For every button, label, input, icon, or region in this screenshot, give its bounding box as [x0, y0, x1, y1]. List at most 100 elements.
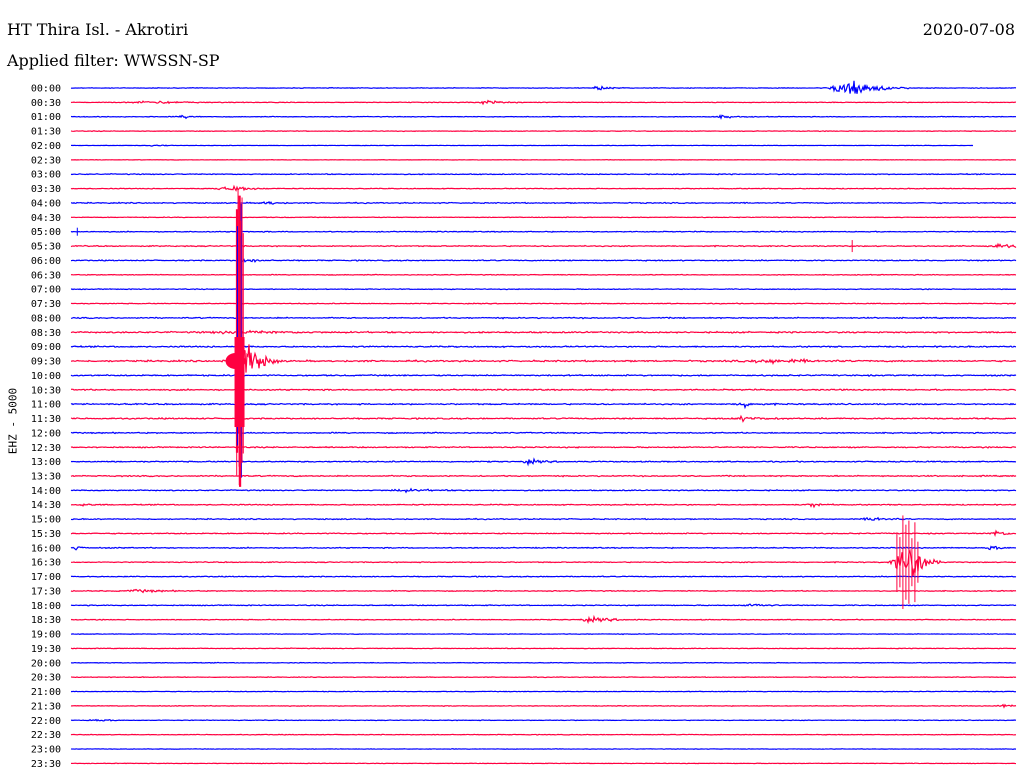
trace-row: 12:00	[31, 428, 1017, 439]
time-label: 19:00	[31, 630, 61, 641]
seismic-trace	[70, 703, 1017, 709]
time-label: 07:00	[31, 285, 61, 296]
seismic-trace	[70, 242, 1017, 249]
trace-row: 19:30	[31, 644, 1017, 655]
time-label: 01:00	[31, 112, 61, 123]
seismic-trace	[70, 614, 1017, 625]
time-label: 20:30	[31, 673, 61, 684]
seismic-trace	[70, 130, 1017, 133]
quake-core	[234, 337, 245, 428]
time-label: 09:00	[31, 342, 61, 353]
time-label: 08:30	[31, 328, 61, 339]
record-date: 2020-07-08	[922, 20, 1015, 39]
trace-row: 13:00	[31, 457, 1017, 468]
trace-row: 21:30	[31, 701, 1017, 712]
time-label: 10:30	[31, 385, 61, 396]
seismic-trace	[70, 302, 1017, 305]
seismic-trace	[70, 762, 1017, 765]
time-label: 16:00	[31, 543, 61, 554]
trace-row: 02:30	[31, 155, 1017, 166]
trace-row: 06:00	[31, 256, 1017, 267]
trace-row: 17:30	[31, 586, 1017, 597]
seismic-trace	[70, 402, 1017, 410]
trace-row: 04:30	[31, 213, 1017, 224]
seismic-trace	[70, 647, 1017, 650]
seismic-trace	[71, 200, 1017, 205]
time-label: 12:00	[31, 428, 61, 439]
trace-row: 12:30	[31, 443, 1017, 454]
seismic-trace	[70, 748, 1017, 750]
time-label: 05:30	[31, 242, 61, 253]
seismic-trace	[70, 603, 1017, 607]
station-title: HT Thira Isl. - Akrotiri	[7, 20, 189, 39]
trace-row: 02:00	[31, 141, 974, 152]
seismic-trace	[70, 474, 1017, 478]
seismic-trace	[70, 690, 1017, 693]
trace-row: 00:00	[31, 80, 1017, 95]
seismic-trace	[70, 431, 1017, 435]
seismic-trace	[70, 216, 1017, 219]
seismic-trace	[70, 373, 1017, 378]
seismic-trace	[70, 230, 1017, 233]
seismic-trace	[70, 445, 1017, 449]
trace-row: 20:00	[31, 658, 1017, 669]
seismic-trace	[70, 388, 1017, 392]
time-label: 16:30	[31, 558, 61, 569]
seismic-trace	[70, 99, 1017, 106]
time-label: 19:30	[31, 644, 61, 655]
seismic-trace	[70, 633, 1017, 636]
seismic-trace	[70, 588, 1017, 594]
trace-row: 22:30	[31, 730, 1017, 741]
time-label: 23:00	[31, 745, 61, 756]
time-label: 14:00	[31, 486, 61, 497]
time-label: 08:00	[31, 313, 61, 324]
time-label: 04:30	[31, 213, 61, 224]
time-label: 02:00	[31, 141, 61, 152]
trace-row: 01:00	[31, 112, 1017, 123]
seismic-trace	[70, 258, 1017, 263]
trace-row: 10:00	[31, 371, 1017, 382]
trace-row: 05:30	[31, 242, 1017, 253]
seismic-trace	[70, 487, 1017, 494]
time-label: 20:00	[31, 658, 61, 669]
seismic-trace	[70, 529, 1017, 537]
time-label: 11:00	[31, 400, 61, 411]
seismic-trace	[70, 676, 1017, 679]
trace-row: 04:00	[31, 198, 1017, 209]
time-label: 13:30	[31, 471, 61, 482]
seismic-trace	[70, 548, 1017, 577]
time-label: 05:00	[31, 227, 61, 238]
trace-row: 00:30	[31, 98, 1017, 109]
time-label: 14:30	[31, 500, 61, 511]
time-label: 10:00	[31, 371, 61, 382]
trace-row: 18:30	[31, 614, 1017, 626]
seismic-trace	[70, 575, 1017, 578]
trace-row: 14:00	[31, 486, 1017, 497]
trace-row: 09:00	[31, 342, 1017, 353]
trace-row: 16:00	[31, 543, 1017, 554]
seismic-trace	[70, 80, 1017, 94]
time-label: 00:30	[31, 98, 61, 109]
filter-label: Applied filter: WWSSN-SP	[7, 51, 220, 70]
seismic-trace	[70, 733, 1017, 736]
trace-row: 11:00	[31, 400, 1017, 411]
trace-row: 05:00	[31, 227, 1017, 238]
seismic-trace	[70, 503, 1017, 509]
trace-row: 07:00	[31, 285, 1017, 296]
trace-row: 13:30	[31, 471, 1017, 482]
trace-row: 11:30	[31, 414, 1017, 425]
time-label: 07:30	[31, 299, 61, 310]
time-label: 11:30	[31, 414, 61, 425]
trace-row: 06:30	[31, 270, 1017, 281]
seismic-trace	[70, 288, 1017, 291]
time-label: 15:00	[31, 515, 61, 526]
seismic-trace	[70, 329, 1017, 335]
time-label: 22:30	[31, 730, 61, 741]
time-label: 17:00	[31, 572, 61, 583]
seismic-trace	[70, 114, 1017, 120]
trace-row: 19:00	[31, 630, 1017, 641]
time-label: 09:30	[31, 357, 61, 368]
time-label: 21:30	[31, 701, 61, 712]
trace-row: 16:30	[31, 548, 1017, 577]
